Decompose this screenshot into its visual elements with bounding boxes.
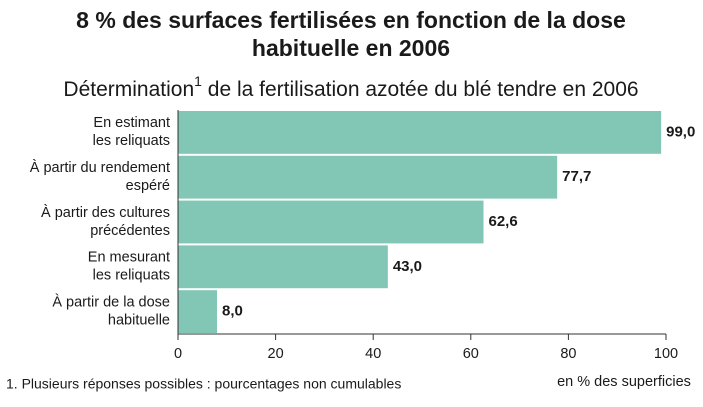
x-tick-label: 100 bbox=[654, 346, 678, 362]
y-tick-label: les reliquats bbox=[93, 133, 170, 149]
chart-subtitle: Détermination1 de la fertilisation azoté… bbox=[63, 73, 638, 101]
x-axis-label: en % des superficies bbox=[557, 374, 691, 390]
value-label: 8,0 bbox=[222, 303, 243, 320]
subtitle-part: de la fertilisation azotée du blé tendre… bbox=[202, 78, 639, 101]
y-tick-label: En mesurant bbox=[88, 250, 170, 266]
y-tick-label: À partir des cultures bbox=[41, 204, 170, 221]
x-tick-label: 20 bbox=[268, 346, 284, 362]
x-tick-label: 40 bbox=[365, 346, 381, 362]
bar bbox=[178, 111, 662, 154]
chart-title: habituelle en 2006 bbox=[252, 35, 450, 61]
subtitle-sup: 1 bbox=[194, 73, 202, 89]
y-tick-label: les reliquats bbox=[93, 268, 170, 284]
subtitle-part: Détermination bbox=[63, 78, 194, 101]
y-tick-label: précédentes bbox=[90, 223, 170, 239]
chart-title: 8 % des surfaces fertilisées en fonction… bbox=[76, 7, 626, 33]
y-tick-label: En estimant bbox=[93, 115, 170, 131]
footnote: 1. Plusieurs réponses possibles : pource… bbox=[6, 376, 401, 392]
x-tick-label: 60 bbox=[463, 346, 479, 362]
y-tick-label: espéré bbox=[126, 178, 170, 194]
bar bbox=[178, 200, 484, 244]
value-label: 77,7 bbox=[562, 168, 591, 185]
value-label: 43,0 bbox=[393, 258, 422, 275]
y-tick-label: À partir de la dose bbox=[52, 293, 170, 310]
value-label: 62,6 bbox=[488, 213, 517, 230]
bar bbox=[178, 155, 558, 199]
x-tick-label: 80 bbox=[560, 346, 576, 362]
y-tick-label: habituelle bbox=[108, 312, 170, 328]
y-tick-label: À partir du rendement bbox=[30, 159, 170, 176]
bar bbox=[178, 290, 218, 333]
x-tick-label: 0 bbox=[174, 346, 182, 362]
bar bbox=[178, 245, 388, 289]
value-label: 99,0 bbox=[666, 123, 695, 140]
